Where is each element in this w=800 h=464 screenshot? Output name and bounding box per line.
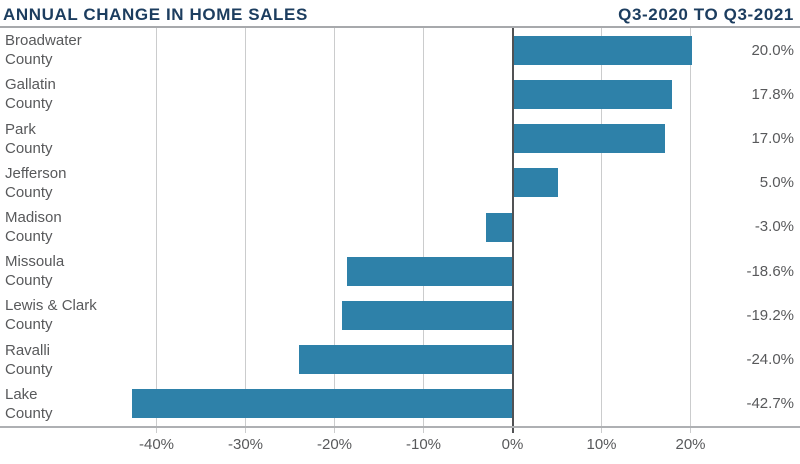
chart-header: ANNUAL CHANGE IN HOME SALES Q3-2020 TO Q…	[0, 0, 800, 27]
category-label-line: Lewis & Clark	[5, 297, 97, 315]
gridline	[601, 28, 602, 433]
x-tick-label: -10%	[405, 436, 442, 453]
x-tick-label: 10%	[586, 436, 617, 453]
value-label: 20.0%	[751, 41, 794, 59]
bar-jefferson	[513, 168, 558, 198]
gridline	[423, 28, 424, 433]
x-tick-label: -30%	[227, 436, 264, 453]
x-tick-label: -40%	[138, 436, 175, 453]
value-label: -18.6%	[746, 262, 794, 280]
value-label: -42.7%	[746, 395, 794, 413]
category-label-line: Madison	[5, 208, 62, 226]
category-label: Broadwater County	[5, 28, 110, 72]
category-label: Missoula County	[5, 249, 110, 293]
category-label-line: County	[5, 51, 53, 69]
zero-axis-line	[511, 28, 514, 433]
category-label-line: County	[5, 272, 53, 290]
bar-lewis-clark	[341, 300, 513, 330]
category-label-line: Missoula	[5, 253, 65, 271]
value-label: 17.0%	[751, 130, 794, 148]
category-label: Jefferson County	[5, 161, 110, 205]
value-label: 5.0%	[759, 174, 794, 192]
gridline	[334, 28, 335, 433]
chart-title: ANNUAL CHANGE IN HOME SALES	[3, 4, 308, 24]
bar-broadwater	[513, 35, 692, 65]
category-label-line: County	[5, 404, 53, 422]
category-label: Lake County	[5, 382, 110, 426]
category-label-line: Gallatin	[5, 76, 56, 94]
header-rule	[0, 26, 800, 28]
gridline	[245, 28, 246, 433]
category-label-line: Lake	[5, 385, 38, 403]
value-label: -3.0%	[754, 218, 794, 236]
gridline	[690, 28, 691, 433]
x-tick-label: -20%	[316, 436, 353, 453]
category-label: Park County	[5, 116, 110, 160]
value-label: -24.0%	[746, 351, 794, 369]
category-label-line: County	[5, 139, 53, 157]
chart-period: Q3-2020 TO Q3-2021	[618, 4, 794, 24]
gridline	[156, 28, 157, 433]
value-label: 17.8%	[751, 85, 794, 103]
category-label-line: County	[5, 95, 53, 113]
x-tick-label: 0%	[501, 436, 524, 453]
category-label: Lewis & Clark County	[5, 293, 110, 337]
category-label-line: Broadwater	[5, 32, 82, 50]
value-label: -19.2%	[746, 306, 794, 324]
bar-missoula	[346, 256, 513, 286]
axis-rule	[0, 426, 800, 428]
bar-gallatin	[513, 79, 672, 109]
category-label: Ravalli County	[5, 338, 110, 382]
category-label-line: Park	[5, 120, 36, 138]
bar-park	[513, 124, 665, 154]
category-label: Gallatin County	[5, 72, 110, 116]
bar-ravalli	[298, 345, 513, 375]
bar-lake	[132, 389, 513, 419]
category-label: Madison County	[5, 205, 110, 249]
category-label-line: County	[5, 316, 53, 334]
category-label-line: Jefferson	[5, 164, 67, 182]
category-label-line: County	[5, 227, 53, 245]
category-label-line: County	[5, 183, 53, 201]
x-tick-label: 20%	[675, 436, 706, 453]
bar-madison	[485, 212, 513, 242]
category-label-line: Ravalli	[5, 341, 51, 359]
category-label-line: County	[5, 360, 53, 378]
